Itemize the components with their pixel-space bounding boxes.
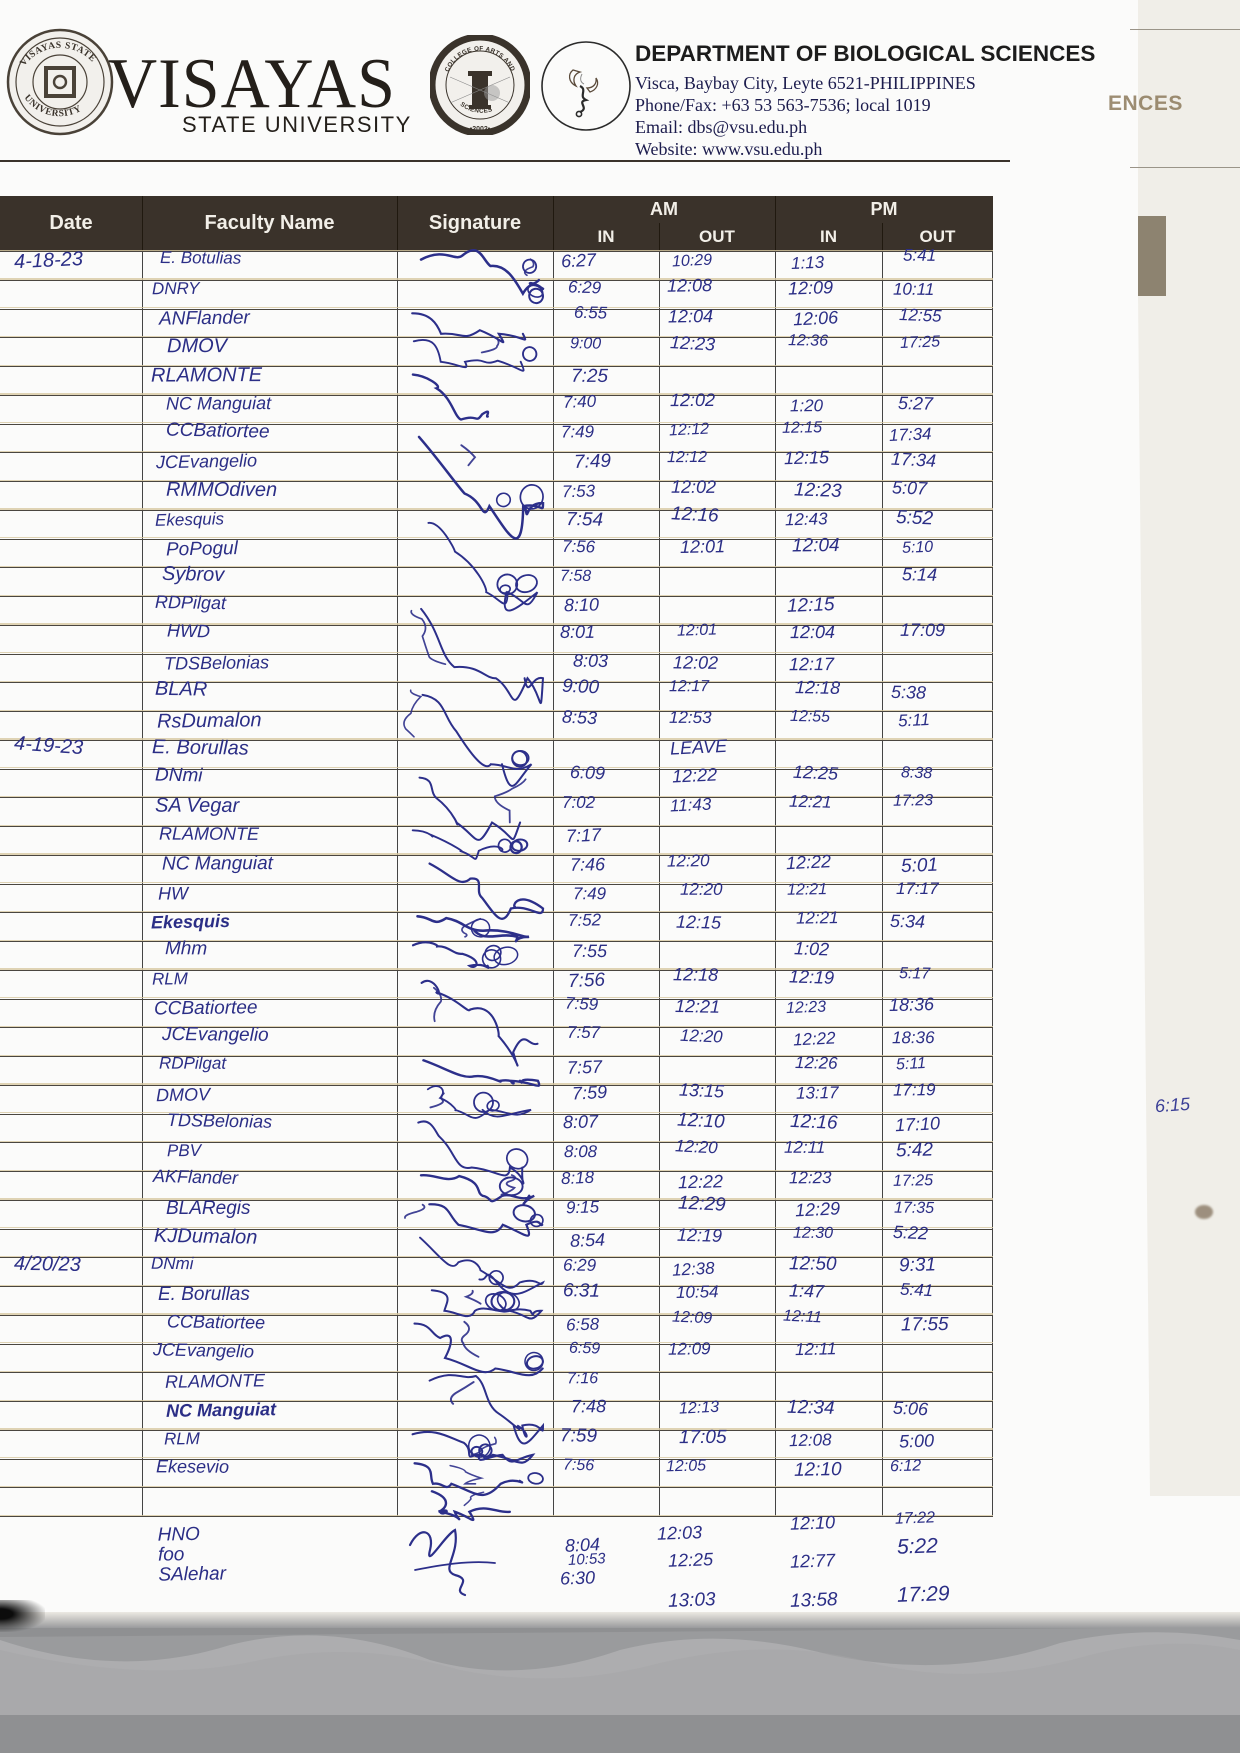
svg-text:•2002•: •2002• bbox=[470, 126, 491, 133]
